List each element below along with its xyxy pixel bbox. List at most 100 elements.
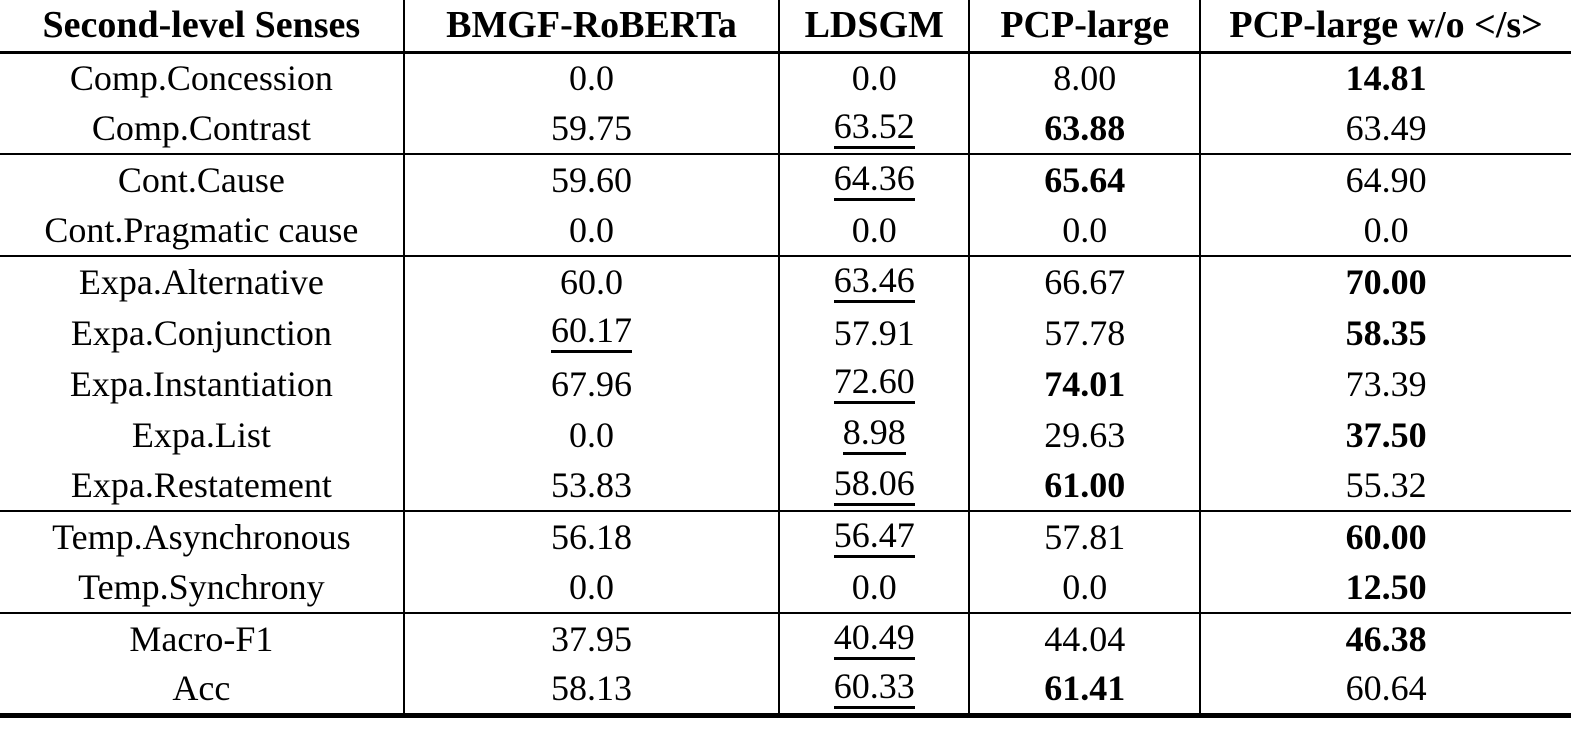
cell-value: 60.33 [833, 668, 915, 709]
cell-value: 66.67 [1044, 262, 1126, 302]
table-row: Expa.Restatement 53.83 58.06 61.00 55.32 [0, 460, 1571, 512]
table-row: Expa.Conjunction 60.17 57.91 57.78 58.35 [0, 307, 1571, 358]
cell: 12.50 [1199, 562, 1571, 614]
table-row: Comp.Contrast 59.75 63.52 63.88 63.49 [0, 103, 1571, 155]
row-label: Expa.Restatement [0, 460, 404, 512]
cell: 59.60 [402, 154, 780, 205]
cell: 53.83 [402, 460, 780, 512]
table-row: Temp.Synchrony 0.0 0.0 0.0 12.50 [0, 562, 1571, 614]
cell-value: 0.0 [851, 567, 897, 607]
cell: 58.06 [778, 460, 970, 512]
row-label: Temp.Synchrony [0, 562, 404, 614]
cell-value: 70.00 [1345, 262, 1427, 302]
cell: 46.38 [1199, 613, 1571, 664]
cell-value: 60.64 [1345, 668, 1427, 709]
cell: 58.35 [1199, 307, 1571, 358]
cell: 60.17 [402, 307, 780, 358]
table-row: Temp.Asynchronous 56.18 56.47 57.81 60.0… [0, 511, 1571, 562]
cell-value: 0.0 [568, 567, 614, 607]
cell-value: 0.0 [851, 210, 897, 250]
cell-value: 63.49 [1345, 108, 1427, 148]
cell-value: 14.81 [1345, 58, 1427, 99]
cell: 66.67 [968, 256, 1201, 307]
cell: 59.75 [402, 103, 780, 155]
table-row: Comp.Concession 0.0 0.0 8.00 14.81 [0, 52, 1571, 103]
cell-value: 29.63 [1044, 414, 1126, 455]
row-label: Comp.Contrast [0, 103, 404, 155]
cell: 29.63 [968, 409, 1201, 460]
cell-value: 56.47 [833, 517, 915, 558]
cell-value: 0.0 [568, 210, 614, 250]
cell: 57.81 [968, 511, 1201, 562]
cell: 0.0 [778, 562, 970, 614]
cell-value: 0.0 [1363, 210, 1409, 250]
column-header-senses: Second-level Senses [0, 0, 404, 54]
row-label: Cont.Pragmatic cause [0, 205, 404, 257]
cell-value: 73.39 [1345, 363, 1427, 404]
cell-value: 61.41 [1044, 668, 1126, 709]
cell: 58.13 [402, 664, 780, 715]
cell: 63.49 [1199, 103, 1571, 155]
cell-value: 46.38 [1345, 619, 1427, 659]
cell-value: 58.13 [550, 668, 632, 709]
row-label: Cont.Cause [117, 160, 285, 200]
row-label: Expa.Alternative [78, 262, 324, 302]
cell-value: 8.98 [842, 414, 906, 455]
cell: 44.04 [968, 613, 1201, 664]
cell: 60.00 [1199, 511, 1571, 562]
table-row: Macro-F1 37.95 40.49 44.04 46.38 [0, 613, 1571, 664]
cell: 67.96 [402, 358, 780, 409]
row-label: Expa.Instantiation [69, 363, 333, 404]
cell: 57.78 [968, 307, 1201, 358]
cell: 8.98 [778, 409, 970, 460]
cell: 56.18 [402, 511, 780, 562]
cell: 60.64 [1199, 664, 1571, 715]
cell: 0.0 [402, 562, 780, 614]
cell: 74.01 [968, 358, 1201, 409]
cell: 37.95 [402, 613, 780, 664]
table-row: Cont.Pragmatic cause 0.0 0.0 0.0 0.0 [0, 205, 1571, 257]
cell-value: 60.17 [550, 312, 632, 353]
cell-value: 57.91 [833, 312, 915, 353]
column-header-pcp-large-wo-eos: PCP-large w/o </s> [1199, 0, 1571, 54]
cell-value: 0.0 [851, 58, 897, 99]
cell-value: 72.60 [833, 363, 915, 404]
cell-value: 64.36 [833, 160, 915, 201]
cell-value: 58.35 [1345, 312, 1427, 353]
cell: 0.0 [1199, 205, 1571, 257]
cell: 57.91 [778, 307, 970, 358]
cell-value: 61.00 [1044, 465, 1126, 505]
cell-value: 44.04 [1044, 619, 1126, 659]
cell: 40.49 [778, 613, 970, 664]
row-label: Expa.Conjunction [70, 312, 332, 353]
cell-value: 65.64 [1044, 160, 1126, 200]
cell: 56.47 [778, 511, 970, 562]
cell: 65.64 [968, 154, 1201, 205]
header-row: Second-level Senses BMGF-RoBERTa LDSGM P… [0, 0, 1571, 54]
cell-value: 63.46 [833, 262, 915, 303]
cell-value: 57.78 [1044, 312, 1126, 353]
table-row: Expa.Instantiation 67.96 72.60 74.01 73.… [0, 358, 1571, 409]
cell: 0.0 [968, 562, 1201, 614]
row-label: Comp.Concession [69, 58, 333, 99]
cell: 70.00 [1199, 256, 1571, 307]
cell: 37.50 [1199, 409, 1571, 460]
cell: 73.39 [1199, 358, 1571, 409]
row-label: Acc [172, 668, 231, 709]
cell: 61.41 [968, 664, 1201, 715]
cell: 0.0 [778, 205, 970, 257]
cell-value: 37.95 [550, 619, 632, 659]
cell: 0.0 [778, 52, 970, 103]
cell: 0.0 [968, 205, 1201, 257]
cell-value: 0.0 [568, 414, 614, 455]
cell-value: 55.32 [1345, 465, 1427, 505]
cell-value: 58.06 [833, 465, 915, 506]
cell: 64.36 [778, 154, 970, 205]
cell: 0.0 [402, 409, 780, 460]
cell-value: 56.18 [550, 517, 632, 557]
cell-value: 8.00 [1053, 58, 1117, 99]
cell-value: 0.0 [1062, 210, 1108, 250]
cell-value: 63.88 [1044, 108, 1126, 148]
